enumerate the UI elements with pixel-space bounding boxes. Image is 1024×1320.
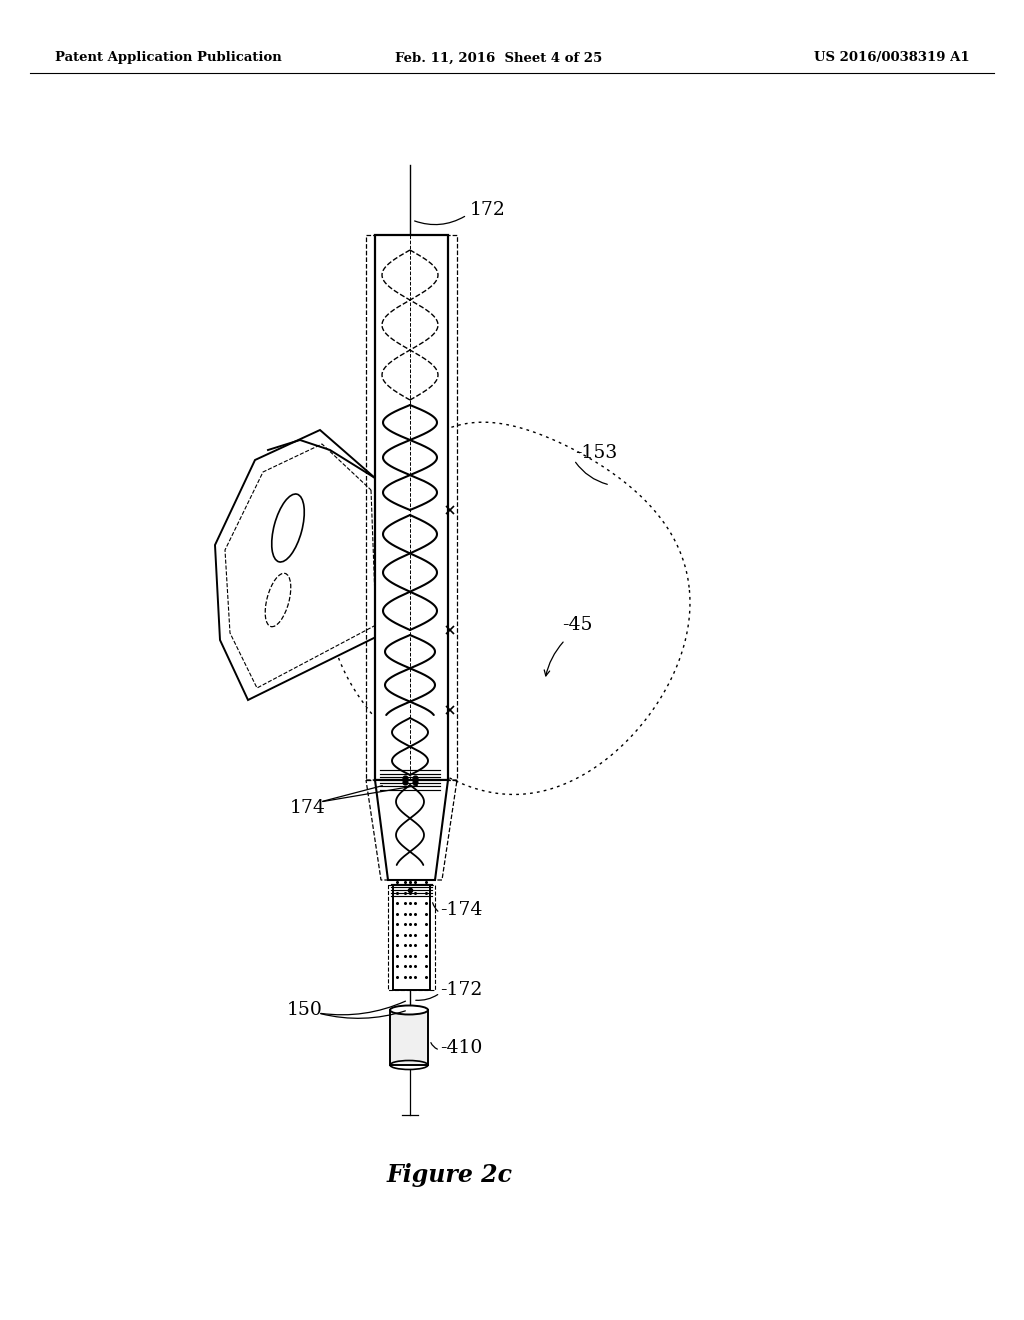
Polygon shape <box>375 780 449 880</box>
Text: Feb. 11, 2016  Sheet 4 of 25: Feb. 11, 2016 Sheet 4 of 25 <box>395 51 602 65</box>
Text: 150: 150 <box>287 1001 323 1019</box>
Text: Figure 2c: Figure 2c <box>387 1163 513 1187</box>
Text: 172: 172 <box>470 201 506 219</box>
Text: -410: -410 <box>440 1039 482 1057</box>
Polygon shape <box>375 235 449 780</box>
Polygon shape <box>215 430 380 700</box>
Text: -172: -172 <box>440 981 482 999</box>
Text: -174: -174 <box>440 902 482 919</box>
Text: -45: -45 <box>562 616 593 634</box>
Ellipse shape <box>390 1006 428 1015</box>
Polygon shape <box>390 1010 428 1065</box>
Text: US 2016/0038319 A1: US 2016/0038319 A1 <box>814 51 970 65</box>
Text: 174: 174 <box>290 799 326 817</box>
Text: Patent Application Publication: Patent Application Publication <box>55 51 282 65</box>
Polygon shape <box>393 884 430 990</box>
Text: -153: -153 <box>575 444 617 462</box>
